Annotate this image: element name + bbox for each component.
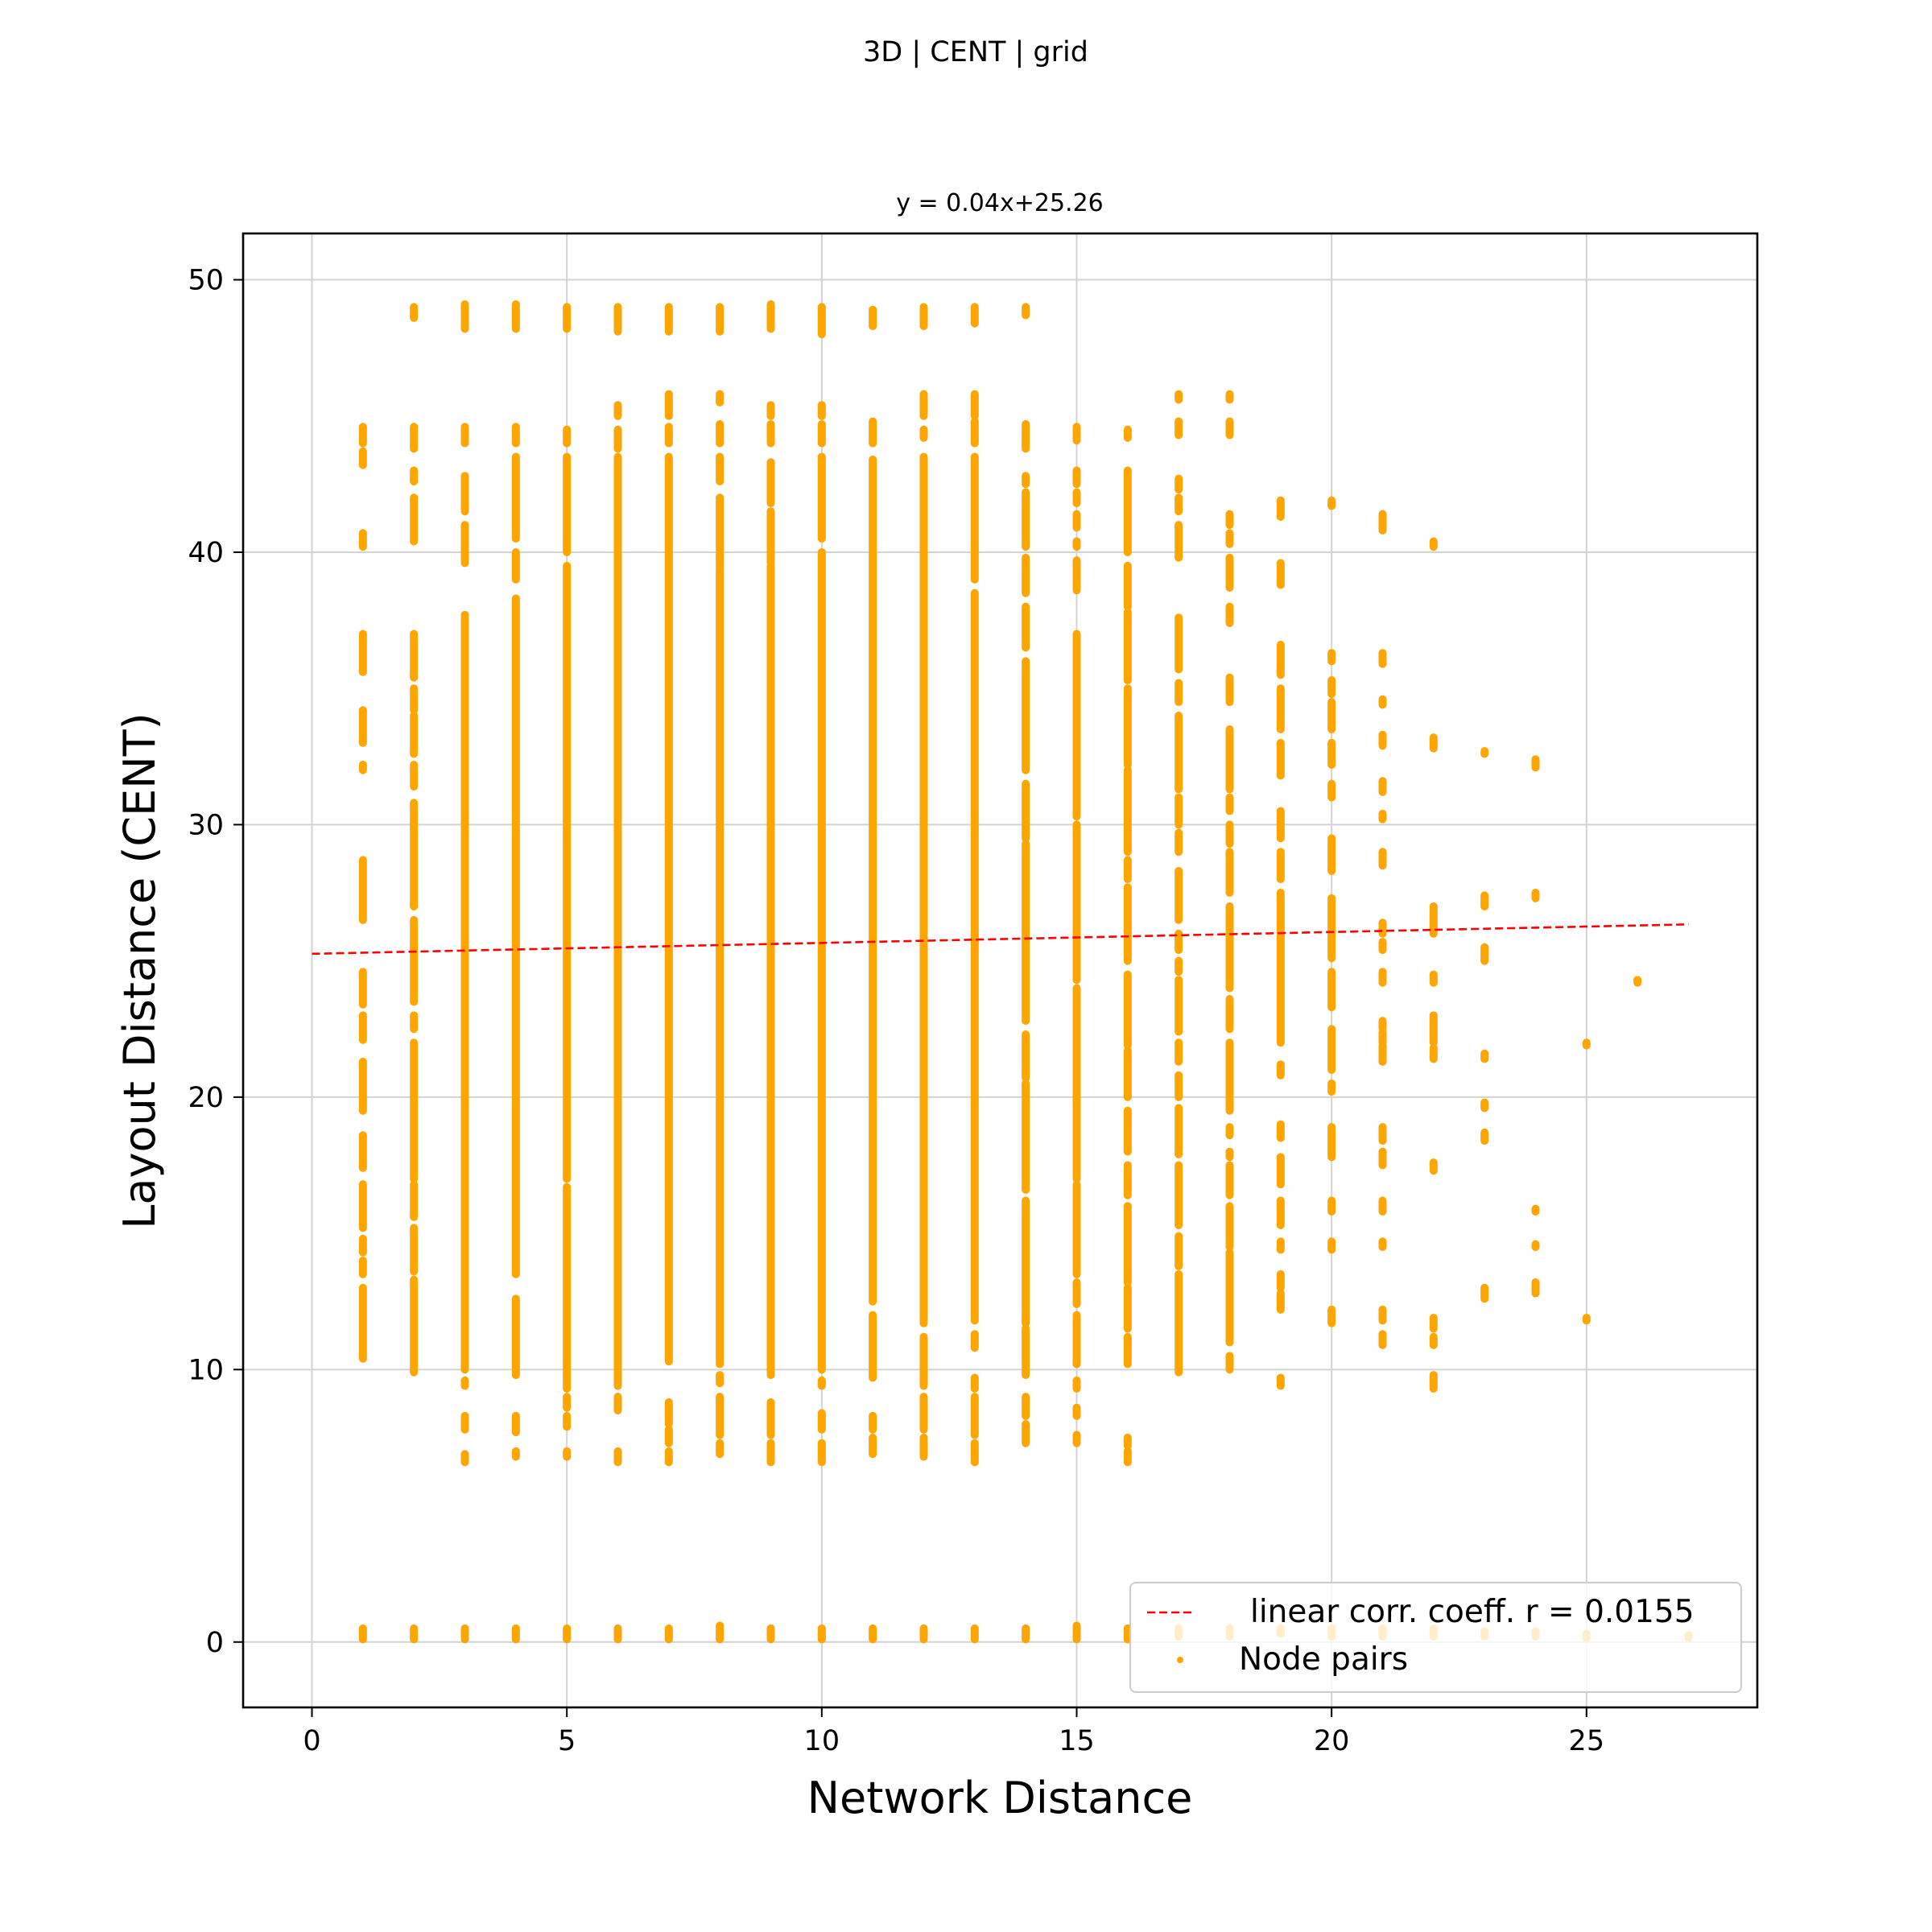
x-tick-label: 25 xyxy=(1569,1725,1605,1757)
legend: linear corr. coeff. r = 0.0155 Node pair… xyxy=(1129,1582,1742,1693)
legend-fit-line-label: linear corr. coeff. r = 0.0155 xyxy=(1250,1594,1695,1630)
x-tick-label: 20 xyxy=(1314,1725,1350,1757)
legend-node-pairs-swatch xyxy=(1177,1657,1183,1663)
y-tick-label: 30 xyxy=(188,809,224,841)
legend-node-pairs-label: Node pairs xyxy=(1239,1641,1408,1678)
scatter-points xyxy=(358,299,1693,1644)
fit-line-group xyxy=(312,923,1689,956)
y-tick-label: 50 xyxy=(188,265,224,297)
x-tick-label: 15 xyxy=(1059,1725,1095,1757)
x-axis-label: Network Distance xyxy=(807,1773,1193,1823)
y-tick-label: 20 xyxy=(188,1082,224,1114)
y-tick-label: 0 xyxy=(206,1627,224,1659)
y-axis-label: Layout Distance (CENT) xyxy=(114,712,165,1228)
figure-title: 3D | CENT | grid xyxy=(863,36,1088,68)
plot-frame xyxy=(242,232,1759,1709)
x-tick-label: 0 xyxy=(303,1725,320,1757)
y-tick-label: 10 xyxy=(188,1354,224,1386)
x-tick-label: 10 xyxy=(804,1725,840,1757)
fit-line xyxy=(312,923,1689,956)
y-tick-label: 40 xyxy=(188,537,224,569)
chart-title: y = 0.04x+25.26 xyxy=(896,189,1104,217)
legend-box xyxy=(1129,1582,1742,1693)
x-tick-label: 5 xyxy=(558,1725,576,1757)
axis-ticks: 0 5 10 15 20 25 0 10 20 30 40 50 xyxy=(188,265,1604,1757)
